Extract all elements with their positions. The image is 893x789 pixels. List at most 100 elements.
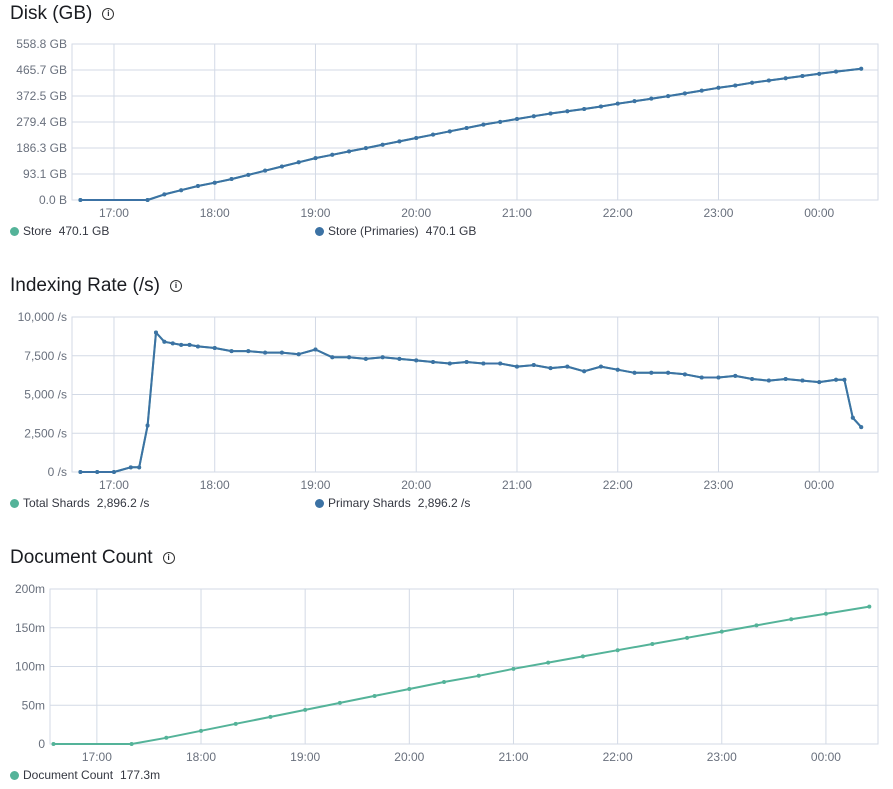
indexing-rate-data-point — [649, 370, 654, 375]
disk-data-point — [330, 152, 335, 157]
indexing-rate-x-tick-label: 23:00 — [703, 478, 733, 492]
document-count-x-tick-label: 20:00 — [394, 750, 424, 764]
indexing-rate-title-text: Indexing Rate (/s) — [10, 275, 160, 296]
document-count-data-point — [233, 721, 238, 726]
document-count-title-text: Document Count — [10, 547, 153, 568]
document-count-data-point — [407, 686, 412, 691]
legend-dot-total-shards — [10, 499, 19, 508]
disk-data-point — [582, 106, 587, 111]
disk-data-point — [229, 177, 234, 182]
indexing-rate-x-tick-label: 00:00 — [804, 478, 834, 492]
legend-item-document-count[interactable]: Document Count 177.3m — [10, 768, 160, 782]
indexing-rate-data-point — [431, 359, 436, 364]
legend-label-primary-shards: Primary Shards — [328, 496, 411, 510]
indexing-rate-data-point — [313, 347, 318, 352]
document-count-data-point — [754, 623, 759, 628]
legend-value-store-primaries: 470.1 GB — [425, 224, 477, 238]
indexing-rate-data-point — [128, 465, 133, 470]
disk-data-point — [800, 74, 805, 79]
indexing-rate-title: Indexing Rate (/s) i — [10, 275, 182, 297]
indexing-rate-data-point — [145, 423, 150, 428]
legend-item-store-primaries[interactable]: Store (Primaries) 470.1 GB — [315, 224, 476, 238]
document-count-y-tick-label: 200m — [15, 582, 45, 596]
indexing-rate-data-point — [347, 355, 352, 360]
indexing-rate-data-point — [397, 356, 402, 361]
indexing-rate-data-point — [153, 330, 158, 335]
disk-series-line-1 — [80, 67, 862, 201]
disk-x-tick-label: 22:00 — [603, 206, 633, 220]
indexing-rate-data-point — [582, 369, 587, 374]
indexing-rate-data-point — [783, 377, 788, 381]
disk-data-point — [162, 192, 167, 197]
legend-dot-store-primaries — [315, 227, 324, 236]
indexing-rate-data-point — [666, 370, 671, 375]
legend-item-total-shards[interactable]: Total Shards 2,896.2 /s — [10, 496, 149, 510]
legend-item-primary-shards[interactable]: Primary Shards 2,896.2 /s — [315, 496, 470, 510]
disk-data-point — [414, 136, 419, 141]
disk-x-tick-label: 17:00 — [99, 206, 129, 220]
legend-item-store[interactable]: Store 470.1 GB — [10, 224, 109, 238]
disk-data-point — [766, 78, 771, 83]
indexing-rate-data-point — [565, 364, 570, 369]
document-count-data-point — [867, 604, 872, 609]
indexing-rate-data-point — [195, 344, 200, 349]
disk-data-point — [548, 111, 553, 116]
legend-label-document-count: Document Count — [23, 768, 114, 782]
disk-data-point — [632, 99, 637, 104]
disk-data-point — [179, 188, 184, 193]
indexing-rate-x-tick-label: 21:00 — [502, 478, 532, 492]
indexing-rate-data-point — [766, 378, 771, 383]
disk-data-point — [682, 91, 687, 96]
disk-title-text: Disk (GB) — [10, 3, 93, 24]
indexing-rate-data-point — [246, 349, 251, 354]
document-count-data-point — [372, 693, 377, 698]
document-count-data-point — [685, 635, 690, 640]
document-count-y-tick-label: 150m — [15, 621, 45, 635]
disk-data-point — [716, 85, 721, 90]
indexing-rate-x-tick-label: 18:00 — [200, 478, 230, 492]
document-count-data-point — [51, 742, 56, 746]
indexing-rate-data-point — [162, 339, 167, 344]
legend-dot-document-count — [10, 771, 19, 780]
document-count-data-point — [511, 666, 516, 671]
disk-data-point — [313, 156, 318, 161]
indexing-rate-data-point — [615, 367, 620, 372]
disk-y-tick-label: 372.5 GB — [16, 89, 67, 103]
indexing-rate-data-point — [111, 470, 116, 474]
disk-data-point — [145, 198, 150, 202]
indexing-rate-data-point — [78, 470, 83, 474]
indexing-rate-x-tick-label: 19:00 — [300, 478, 330, 492]
disk-data-point — [750, 80, 755, 85]
disk-data-point — [347, 149, 352, 154]
disk-data-point — [195, 184, 200, 189]
disk-data-point — [514, 117, 519, 122]
indexing-rate-data-point — [330, 355, 335, 360]
indexing-rate-x-tick-label: 20:00 — [401, 478, 431, 492]
document-count-data-point — [580, 654, 585, 659]
disk-x-tick-label: 00:00 — [804, 206, 834, 220]
document-count-data-point — [337, 700, 342, 705]
indexing-rate-x-tick-label: 17:00 — [99, 478, 129, 492]
indexing-rate-data-point — [842, 377, 847, 382]
legend-label-store-primaries: Store (Primaries) — [328, 224, 419, 238]
document-count-x-tick-label: 22:00 — [603, 750, 633, 764]
indexing-rate-y-tick-label: 10,000 /s — [18, 310, 67, 324]
indexing-rate-y-tick-label: 0 /s — [48, 465, 67, 479]
document-count-data-point — [303, 707, 308, 712]
legend-value-document-count: 177.3m — [120, 768, 161, 782]
indexing-rate-data-point — [834, 377, 839, 382]
indexing-rate-data-point — [447, 361, 452, 366]
disk-data-point — [783, 76, 788, 81]
indexing-rate-data-point — [296, 352, 301, 357]
disk-x-tick-label: 23:00 — [703, 206, 733, 220]
info-icon[interactable]: i — [169, 280, 182, 292]
info-icon[interactable]: i — [162, 552, 175, 564]
indexing-rate-data-point — [548, 366, 553, 371]
disk-y-tick-label: 558.8 GB — [16, 37, 67, 51]
indexing-rate-data-point — [179, 342, 184, 347]
document-count-x-tick-label: 18:00 — [186, 750, 216, 764]
indexing-rate-data-point — [229, 349, 234, 354]
info-icon[interactable]: i — [102, 8, 115, 20]
document-count-x-tick-label: 17:00 — [82, 750, 112, 764]
